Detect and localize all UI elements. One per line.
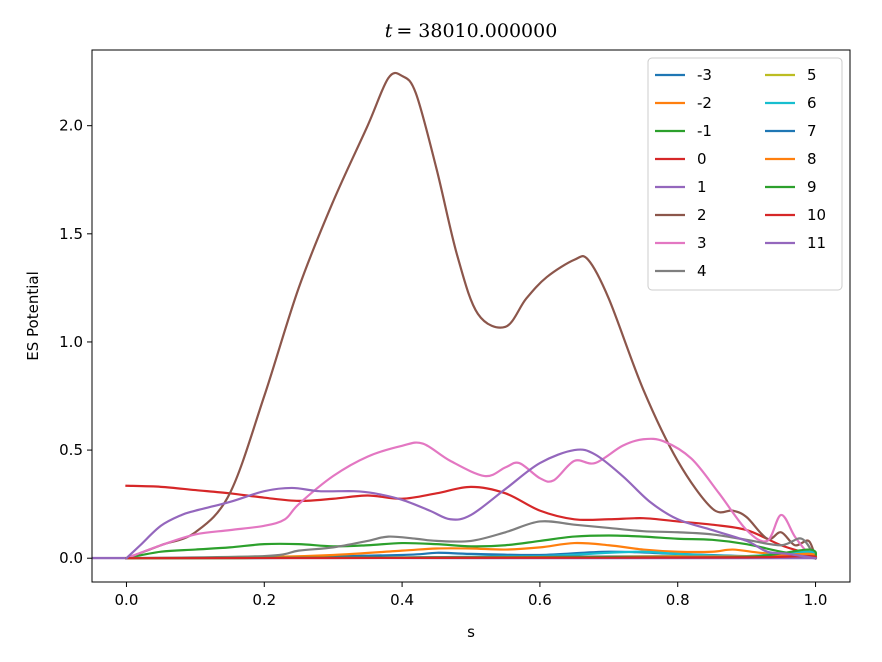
legend-box: [647, 57, 843, 291]
series-layer: [92, 71, 818, 560]
legend-label-10: 10: [807, 206, 826, 224]
legend-label-3: 3: [697, 234, 707, 252]
y-axis-ticks: 0.0 0.5 1.0 1.5 2.0: [59, 117, 92, 567]
series-line-11: [124, 448, 817, 560]
legend-label-11: 11: [807, 234, 826, 252]
x-tick-label: 0.8: [666, 591, 690, 609]
x-tick-label: 0.0: [115, 591, 139, 609]
legend-label--2: -2: [697, 94, 712, 112]
x-axis-ticks: 0.0 0.2 0.4 0.6 0.8 1.0: [115, 582, 828, 609]
legend-label-1: 1: [697, 178, 707, 196]
legend-label-0: 0: [697, 150, 707, 168]
legend-label-5: 5: [807, 66, 817, 84]
legend-label-8: 8: [807, 150, 817, 168]
x-tick-label: 0.4: [390, 591, 414, 609]
legend-label-9: 9: [807, 178, 817, 196]
y-axis-label: ES Potential: [24, 271, 42, 360]
legend-label-2: 2: [697, 206, 707, 224]
legend-label-7: 7: [807, 122, 817, 140]
chart-title-value: = 38010.000000: [396, 20, 557, 42]
y-tick-label: 0.0: [59, 549, 83, 567]
chart-title: t = 38010.000000: [385, 20, 558, 42]
series-line--2: [125, 541, 818, 560]
y-tick-label: 0.5: [59, 441, 83, 459]
plot-frame: [91, 49, 851, 583]
x-tick-label: 1.0: [804, 591, 828, 609]
y-tick-label: 1.5: [59, 225, 83, 243]
y-tick-label: 1.0: [59, 333, 83, 351]
legend-items: -3 -2 -1 0 1 2 3 4 5 6 7 8 9 10 11: [655, 66, 826, 280]
legend-label--1: -1: [697, 122, 712, 140]
plot-area: [91, 49, 851, 583]
legend-label-4: 4: [697, 262, 707, 280]
chart-title-variable: t: [385, 20, 393, 42]
x-axis-label: s: [467, 623, 475, 641]
series-line-2: [125, 71, 817, 560]
x-tick-label: 0.2: [252, 591, 276, 609]
legend-label--3: -3: [697, 66, 712, 84]
x-tick-label: 0.6: [528, 591, 552, 609]
legend-label-6: 6: [807, 94, 817, 112]
series-line--1: [125, 534, 817, 560]
y-tick-label: 2.0: [59, 117, 83, 135]
legend: -3 -2 -1 0 1 2 3 4 5 6 7 8 9 10 11: [647, 57, 843, 291]
